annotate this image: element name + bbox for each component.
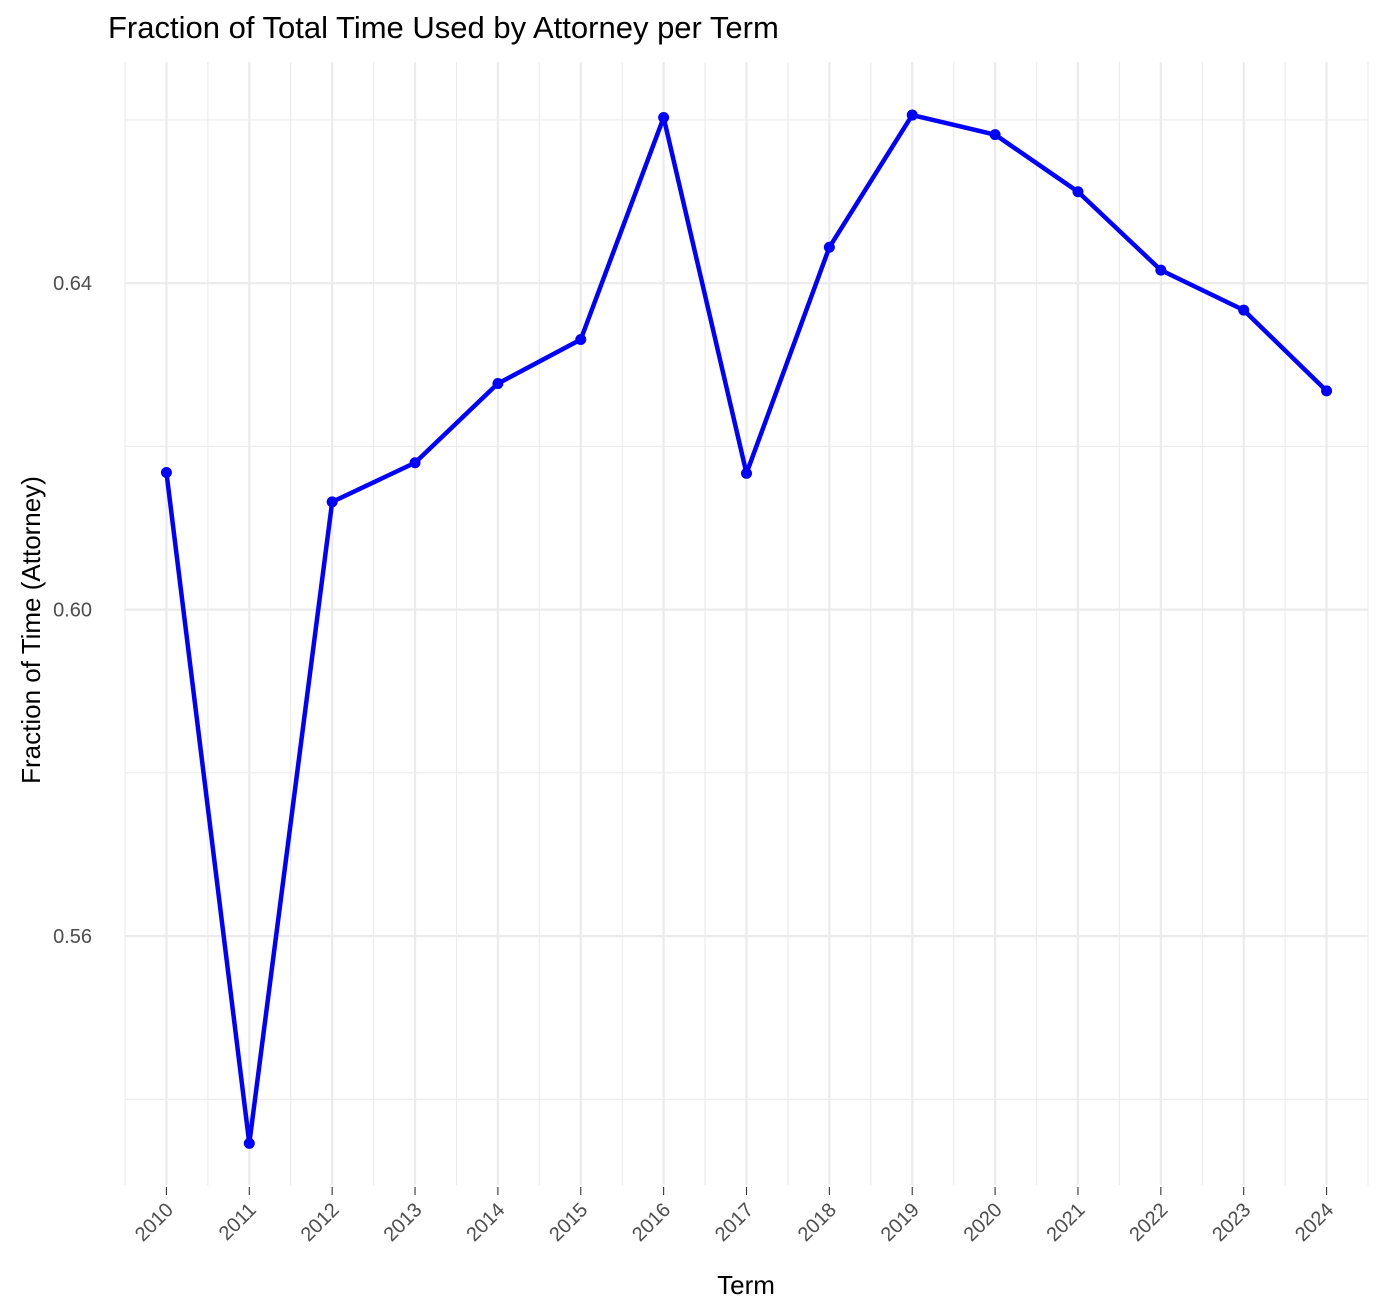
data-point <box>1321 385 1333 397</box>
y-tick-label: 0.64 <box>53 273 92 295</box>
data-point <box>575 333 587 345</box>
x-tick-label: 2022 <box>1125 1199 1172 1246</box>
data-point <box>326 496 338 508</box>
y-tick-label: 0.56 <box>53 926 92 948</box>
y-tick-label: 0.60 <box>53 600 92 622</box>
x-tick-label: 2013 <box>380 1199 427 1246</box>
data-point <box>243 1137 255 1149</box>
data-point <box>409 457 421 469</box>
x-axis-title: Term <box>717 1270 775 1300</box>
data-point <box>989 129 1001 141</box>
x-tick-label: 2018 <box>794 1199 841 1246</box>
x-tick-label: 2014 <box>462 1199 509 1246</box>
x-tick-label: 2010 <box>131 1199 178 1246</box>
data-point <box>1238 304 1250 316</box>
x-tick-label: 2020 <box>960 1199 1007 1246</box>
x-tick-label: 2023 <box>1208 1199 1255 1246</box>
x-tick-label: 2016 <box>628 1199 675 1246</box>
x-tick-label: 2021 <box>1042 1199 1089 1246</box>
data-point <box>1155 264 1167 276</box>
x-tick-label: 2024 <box>1291 1199 1338 1246</box>
data-point <box>160 467 172 479</box>
x-tick-label: 2015 <box>545 1199 592 1246</box>
y-axis-title: Fraction of Time (Attorney) <box>16 476 46 784</box>
data-point <box>1072 186 1084 198</box>
data-point <box>906 109 918 121</box>
y-axis-tick-labels: 0.56 0.60 0.64 <box>53 273 92 948</box>
axis-tick-marks <box>165 1187 1328 1195</box>
data-point <box>823 241 835 253</box>
x-tick-label: 2011 <box>215 1199 261 1245</box>
data-point <box>492 378 504 390</box>
data-point <box>741 467 752 479</box>
chart-title: Fraction of Total Time Used by Attorney … <box>108 10 779 45</box>
x-tick-label: 2019 <box>877 1199 924 1246</box>
x-tick-label: 2017 <box>711 1199 758 1246</box>
series-layer <box>160 109 1333 1149</box>
major-gridlines <box>125 62 1368 1185</box>
x-tick-label: 2012 <box>297 1199 344 1246</box>
x-axis-tick-labels: 2010 2011 2012 2013 2014 2015 2016 2017 2018 2019… <box>131 1199 1338 1246</box>
data-point <box>658 111 670 123</box>
